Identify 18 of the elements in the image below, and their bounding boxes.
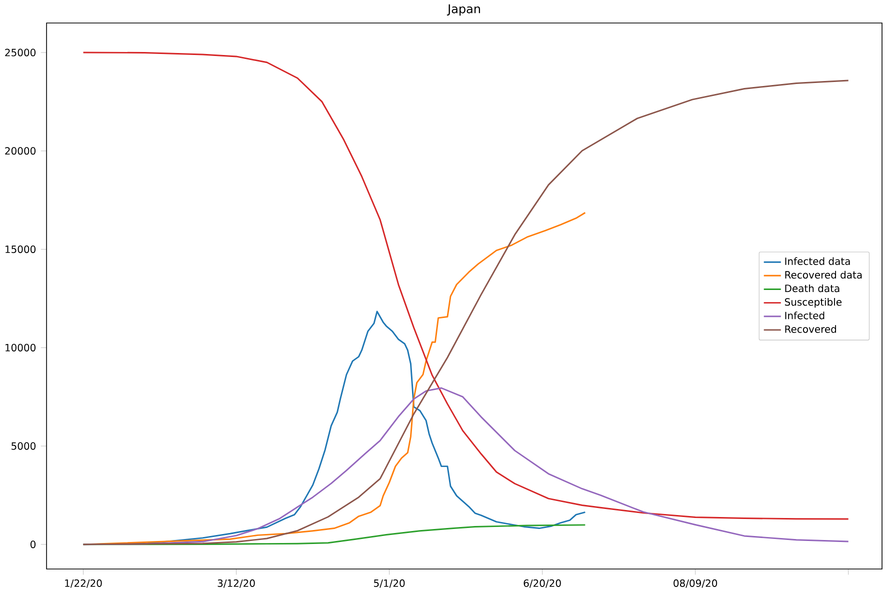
legend-label: Infected data bbox=[785, 257, 850, 266]
y-tick-label: 20000 bbox=[5, 147, 36, 155]
legend-label: Recovered bbox=[785, 325, 836, 333]
chart-title: Japan bbox=[446, 4, 480, 16]
x-tick-label: 6/20/20 bbox=[524, 579, 561, 588]
y-tick-label: 5000 bbox=[12, 442, 36, 450]
y-tick-label: 0 bbox=[30, 540, 36, 548]
x-tick-label: 08/09/20 bbox=[674, 579, 718, 588]
legend-label: Infected bbox=[785, 312, 824, 320]
x-tick-label: 5/1/20 bbox=[374, 579, 405, 588]
y-tick-label: 10000 bbox=[6, 344, 36, 352]
x-tick-label: 3/12/20 bbox=[218, 579, 255, 588]
legend-label: Recovered data bbox=[785, 270, 862, 279]
x-tick-label: 1/22/20 bbox=[65, 579, 102, 588]
y-tick-label: 25000 bbox=[5, 48, 36, 56]
legend-label: Susceptible bbox=[784, 298, 842, 308]
y-tick-label: 15000 bbox=[6, 246, 36, 254]
legend-label: Death data bbox=[785, 284, 840, 292]
